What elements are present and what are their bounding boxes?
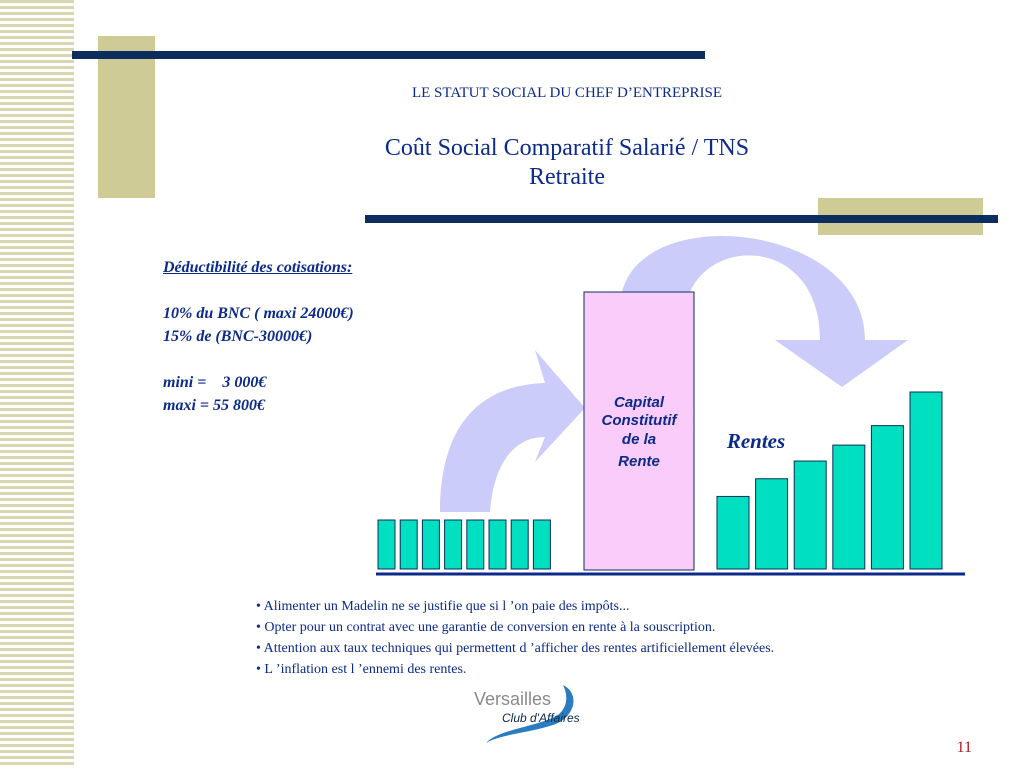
capital-label-line4: Rente: [618, 453, 660, 470]
deductibility-line: 15% de (BNC-30000€): [163, 328, 313, 345]
decorative-block-top: [98, 36, 155, 198]
slide-title: Coût Social Comparatif Salarié / TNS Ret…: [330, 134, 804, 192]
capital-label-line1: Capital: [614, 394, 665, 411]
capital-label-line3: de la: [622, 431, 656, 448]
slide-title-line2: Retraite: [529, 164, 605, 190]
contribution-bar: [421, 519, 440, 570]
rente-bar: [870, 425, 904, 570]
capital-box: [583, 291, 695, 571]
large-curved-arrow: [622, 235, 908, 387]
small-curved-arrow: [440, 350, 585, 512]
contribution-bar: [510, 519, 529, 570]
contribution-bar: [466, 519, 485, 570]
page-number: 11: [956, 739, 972, 756]
slide-title-line1: Coût Social Comparatif Salarié / TNS: [384, 135, 750, 161]
rente-bar: [716, 495, 750, 570]
contribution-bar: [399, 519, 418, 570]
contribution-bar: [444, 519, 463, 570]
capital-label-line2: Constitutif: [602, 412, 679, 429]
logo-line2: Club d'Affaires: [502, 711, 580, 725]
rentes-label: Rentes: [726, 429, 785, 453]
bullet-item: • L ’inflation est l ’ennemi des rentes.: [256, 662, 467, 677]
section-title: LE STATUT SOCIAL DU CHEF D’ENTREPRISE: [411, 85, 723, 101]
rente-bar: [755, 478, 789, 570]
contribution-bars: [377, 519, 551, 570]
contribution-bar: [488, 519, 507, 570]
rente-bar: [909, 391, 943, 570]
deductibility-heading: Déductibilité des cotisations:: [163, 259, 353, 276]
versailles-club-logo: Versailles Club d'Affaires: [474, 685, 580, 743]
decorative-bar-mid: [365, 215, 998, 223]
contribution-bar: [532, 519, 551, 570]
bullet-item: • Opter pour un contrat avec une garanti…: [256, 620, 716, 635]
logo-line1: Versailles: [474, 689, 551, 709]
deductibility-notes: Déductibilité des cotisations: 10% du BN…: [163, 256, 354, 417]
bullet-item: • Alimenter un Madelin ne se justifie qu…: [256, 599, 630, 614]
contribution-bar: [377, 519, 396, 570]
logo-swoosh: [486, 685, 574, 743]
bullet-list: • Alimenter un Madelin ne se justifie qu…: [256, 596, 774, 680]
deductibility-line: maxi = 55 800€: [163, 397, 266, 414]
decorative-bar-top: [72, 51, 705, 59]
decorative-stripes: [0, 0, 74, 768]
rente-bars: [716, 391, 943, 570]
rente-bar: [832, 444, 866, 570]
deductibility-line: mini = 3 000€: [163, 374, 267, 391]
bullet-item: • Attention aux taux techniques qui perm…: [256, 641, 775, 656]
deductibility-line: 10% du BNC ( maxi 24000€): [163, 305, 354, 322]
rente-bar: [793, 460, 827, 570]
